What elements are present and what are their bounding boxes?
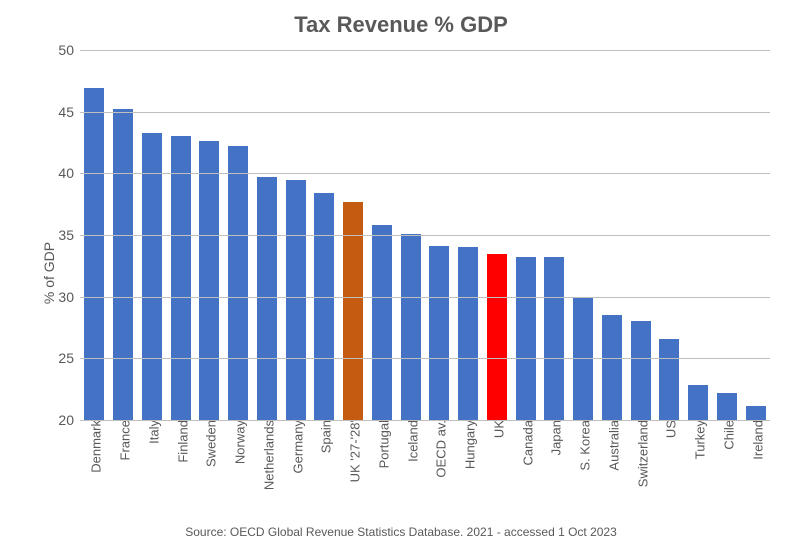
x-tick-label: Chile [717,420,736,450]
y-tick-label: 30 [44,289,80,305]
x-tick-label: Ireland [746,420,765,460]
bar [631,321,651,420]
x-tick-label: Italy [142,420,161,444]
bar [544,257,564,420]
bar [228,146,248,420]
gridline [80,235,770,236]
bar [372,225,392,420]
bar [602,315,622,420]
x-tick-label: Australia [602,420,621,471]
gridline [80,50,770,51]
gridline [80,297,770,298]
x-tick-label: France [114,420,133,460]
gridline [80,112,770,113]
x-tick-label: Spain [315,420,334,453]
bar [516,257,536,420]
x-tick-label: OECD av. [430,420,449,478]
gridline [80,420,770,421]
bar [401,234,421,420]
y-tick-label: 50 [44,42,80,58]
x-tick-label: Hungary [459,420,478,469]
bar [688,385,708,420]
bar [113,109,133,420]
bar [487,254,507,421]
bar [659,339,679,420]
x-tick-label: S. Korea [574,420,593,471]
bar [199,141,219,420]
bar [717,393,737,420]
x-tick-label: Germany [286,420,305,473]
bar [746,406,766,420]
y-tick-label: 35 [44,227,80,243]
bar [84,88,104,420]
x-tick-label: Switzerland [631,420,650,487]
bar [286,180,306,421]
x-tick-label: Sweden [200,420,219,467]
gridline [80,358,770,359]
x-tick-label: Denmark [85,420,104,473]
x-tick-label: Canada [516,420,535,466]
plot-area: DenmarkFranceItalyFinlandSwedenNorwayNet… [80,50,770,420]
x-tick-label: Turkey [689,420,708,459]
chart-title: Tax Revenue % GDP [0,0,802,38]
x-tick-label: Norway [229,420,248,464]
x-tick-label: Iceland [401,420,420,462]
y-tick-label: 45 [44,104,80,120]
bar [257,177,277,420]
x-tick-label: Finland [171,420,190,463]
bar [142,133,162,420]
gridline [80,173,770,174]
x-tick-label: UK '27-'28' [344,420,363,482]
x-tick-label: Portugal [372,420,391,468]
bar [429,246,449,420]
chart-container: Tax Revenue % GDP % of GDP DenmarkFrance… [0,0,802,545]
y-tick-label: 20 [44,412,80,428]
x-tick-label: Netherlands [257,420,276,490]
x-tick-label: US [660,420,679,438]
bar [458,247,478,420]
source-caption: Source: OECD Global Revenue Statistics D… [0,525,802,539]
y-tick-label: 40 [44,165,80,181]
x-tick-label: Japan [545,420,564,455]
x-tick-label: UK [487,420,506,438]
bar [314,193,334,420]
bar [171,136,191,420]
y-tick-label: 25 [44,350,80,366]
